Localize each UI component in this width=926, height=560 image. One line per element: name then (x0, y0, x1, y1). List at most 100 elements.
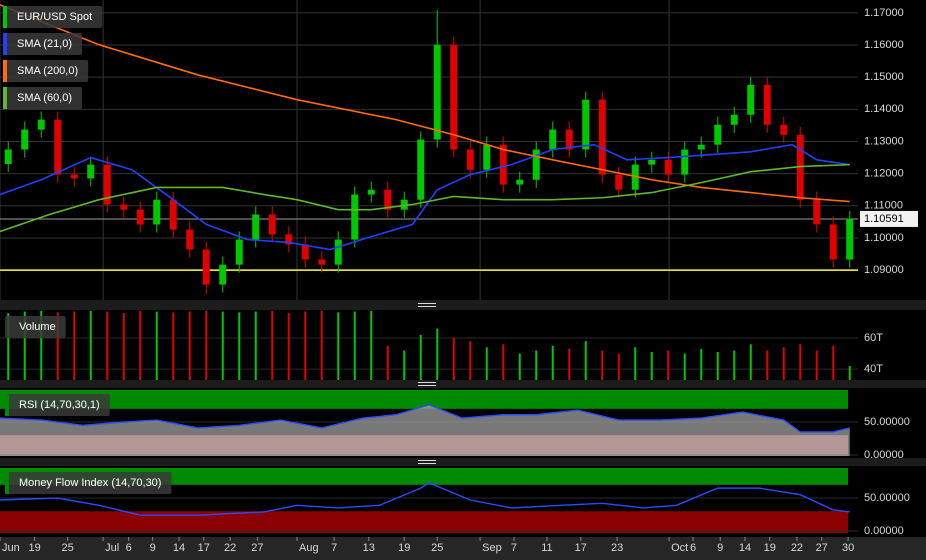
x-tick-label: 17 (575, 542, 587, 554)
legend-entry: EUR/USD Spot (17, 11, 92, 23)
candle-body (681, 149, 689, 175)
legend-entry: SMA (60,0) (17, 92, 72, 104)
candle-body (648, 159, 656, 165)
legend-entry-box (3, 60, 89, 82)
x-tick-label: 7 (331, 542, 337, 554)
panel-splitter[interactable] (0, 380, 926, 388)
y-tick-label: 1.11000 (864, 200, 903, 212)
candle-body (400, 199, 408, 210)
marks-layer (0, 4, 854, 516)
candle-body (549, 129, 557, 150)
volume-bar (683, 353, 686, 380)
y-tick-label: 1.17000 (864, 7, 904, 19)
volume-bar (832, 345, 835, 380)
x-tick-label: 13 (363, 542, 375, 554)
x-tick-label: 25 (431, 542, 443, 554)
panel-title-box (5, 316, 66, 338)
y-tick-label: 1.14000 (864, 103, 904, 115)
volume-bar (23, 311, 26, 380)
volume-bar (766, 350, 769, 380)
candle-body (846, 218, 854, 260)
volume-bar (782, 347, 785, 380)
x-tick-label: 22 (791, 542, 803, 554)
volume-bar (452, 338, 455, 380)
panel-splitter[interactable] (0, 458, 926, 466)
panel-title: Volume (19, 321, 56, 333)
indicator-line (0, 404, 850, 433)
volume-bar (155, 311, 158, 380)
x-month-label: Sep (482, 542, 502, 554)
x-tick-label: 19 (398, 542, 410, 554)
volume-bar (419, 334, 422, 380)
candle-body (21, 129, 29, 150)
x-axis-band (0, 537, 926, 560)
candle-body (202, 249, 210, 285)
volume-bar (502, 344, 505, 380)
candle-body (219, 264, 227, 285)
volume-bar (749, 344, 752, 380)
candle-body (516, 179, 524, 185)
candle-body (417, 139, 425, 200)
x-tick-label: 17 (198, 542, 210, 554)
volume-bar (40, 310, 43, 380)
x-tick-label: 27 (251, 542, 263, 554)
splitter-grips (418, 303, 436, 464)
x-tick-label: 9 (150, 542, 156, 554)
candle-body (169, 199, 177, 230)
x-tick-label: 19 (764, 542, 776, 554)
candle-body (70, 174, 78, 179)
candle-body (103, 164, 111, 205)
sma-line (0, 4, 850, 203)
candle-body (186, 229, 194, 250)
volume-bar (848, 366, 851, 380)
legend-entry-swatch (3, 87, 7, 109)
candle-body (565, 129, 573, 150)
y-tick-label: 40T (864, 363, 883, 375)
volume-bar (469, 341, 472, 380)
y-tick-label: 60T (864, 332, 883, 344)
volume-bar (304, 311, 307, 380)
candle-body (714, 124, 722, 145)
x-tick-label: 11 (541, 542, 552, 554)
x-tick-label: 7 (511, 542, 517, 554)
volume-bar (667, 350, 670, 380)
x-tick-label: 27 (816, 542, 828, 554)
volume-bar (535, 350, 538, 380)
indicator-area (0, 404, 850, 456)
legend-entry-box (3, 87, 83, 109)
volume-bar (518, 353, 521, 380)
panel-title-swatch (5, 472, 9, 494)
candle-body (532, 149, 540, 180)
y-tick-label: 1.12000 (864, 168, 904, 180)
candle-body (483, 144, 491, 170)
volume-bar (238, 312, 241, 380)
panel-splitter[interactable] (0, 300, 926, 310)
last-price-label: 1.10591 (864, 213, 904, 225)
volume-bar (700, 348, 703, 380)
candle-body (367, 189, 375, 195)
y-tick-label: 50.00000 (864, 416, 910, 428)
x-tick-label: 23 (611, 542, 623, 554)
candle-body (87, 164, 95, 179)
x-tick-label: 25 (62, 542, 74, 554)
candle-body (268, 214, 276, 235)
volume-bar (634, 347, 637, 380)
candle-body (433, 44, 441, 140)
volume-bar (617, 353, 620, 380)
y-tick-label: 1.10000 (864, 232, 904, 244)
volume-bar (271, 310, 274, 380)
volume-bar (436, 328, 439, 380)
candle-body (697, 144, 705, 150)
candle-body (466, 149, 474, 170)
volume-bar (370, 310, 373, 380)
candle-body (829, 224, 837, 260)
candle-body (499, 144, 507, 185)
legend-entry: SMA (21,0) (17, 38, 72, 50)
volume-bar (568, 348, 571, 380)
volume-bar (733, 350, 736, 380)
candle-body (252, 214, 260, 240)
x-month-label: Aug (299, 542, 319, 554)
y-tick-label: 50.00000 (864, 492, 910, 504)
